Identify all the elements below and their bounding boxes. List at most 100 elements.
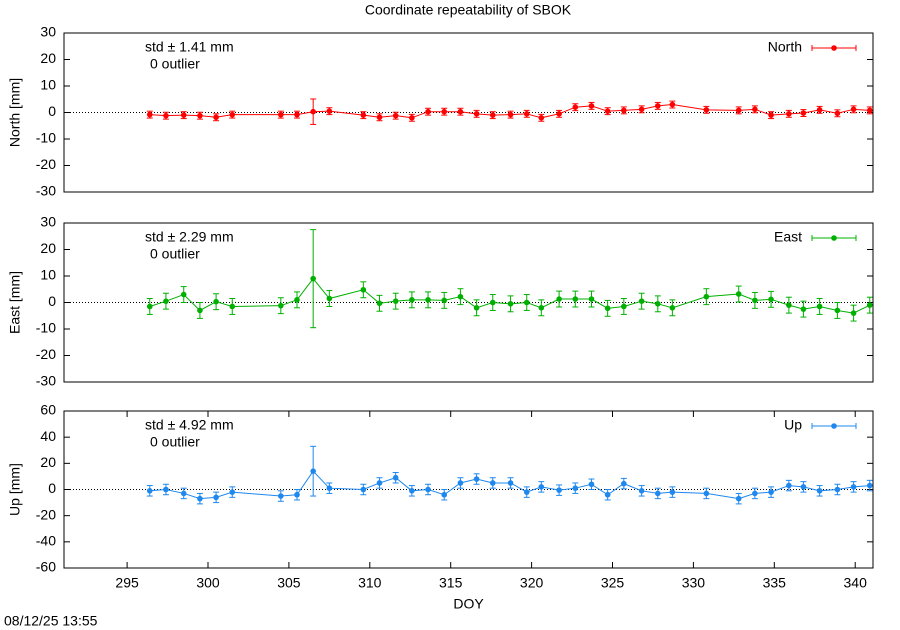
data-point bbox=[538, 115, 545, 121]
data-point bbox=[146, 303, 153, 310]
data-point bbox=[489, 299, 496, 306]
data-point bbox=[360, 112, 367, 118]
data-point bbox=[604, 491, 611, 498]
data-point bbox=[294, 111, 300, 118]
annotation: std ± 2.29 mm bbox=[145, 229, 234, 245]
data-point bbox=[752, 297, 758, 304]
data-point bbox=[507, 111, 514, 118]
data-point bbox=[473, 476, 480, 482]
data-point bbox=[146, 488, 153, 494]
data-point bbox=[669, 101, 676, 108]
data-point bbox=[473, 305, 480, 311]
data-point bbox=[768, 489, 774, 495]
x-tick-label: 340 bbox=[844, 575, 868, 591]
y-axis-label: Up [mm] bbox=[7, 463, 23, 516]
series-line bbox=[149, 104, 870, 119]
data-point bbox=[703, 293, 710, 300]
y-tick-label: 10 bbox=[40, 77, 56, 93]
y-tick-label: -30 bbox=[36, 183, 56, 199]
y-tick-label: 20 bbox=[40, 454, 56, 470]
y-tick-label: 0 bbox=[48, 103, 56, 119]
data-point bbox=[735, 495, 742, 502]
x-tick-label: 335 bbox=[763, 575, 787, 591]
data-point bbox=[213, 298, 219, 305]
data-point bbox=[441, 491, 448, 498]
data-point bbox=[638, 106, 645, 113]
y-tick-label: -10 bbox=[36, 130, 56, 146]
legend-label: North bbox=[768, 39, 802, 55]
data-point bbox=[294, 491, 300, 498]
data-point bbox=[703, 107, 710, 113]
data-point bbox=[278, 493, 284, 499]
data-point bbox=[326, 295, 333, 302]
data-point bbox=[392, 112, 399, 119]
data-point bbox=[638, 488, 645, 494]
data-point bbox=[409, 488, 415, 494]
data-point bbox=[800, 306, 807, 312]
y-tick-label: -60 bbox=[36, 559, 56, 575]
data-point bbox=[146, 111, 153, 118]
data-point bbox=[768, 112, 774, 118]
data-point bbox=[310, 108, 316, 115]
data-point bbox=[457, 480, 464, 486]
data-point bbox=[197, 495, 203, 502]
y-tick-label: -20 bbox=[36, 506, 56, 522]
data-point bbox=[376, 114, 383, 121]
data-point bbox=[441, 297, 448, 304]
data-point bbox=[376, 300, 383, 307]
x-tick-label: 320 bbox=[520, 575, 544, 591]
data-point bbox=[180, 112, 187, 118]
data-point bbox=[229, 489, 236, 495]
data-point bbox=[213, 494, 219, 501]
y-tick-label: -40 bbox=[36, 533, 56, 549]
data-point bbox=[326, 485, 333, 491]
plot-frame bbox=[63, 32, 874, 193]
data-point bbox=[163, 298, 169, 304]
data-point bbox=[523, 299, 530, 306]
data-point bbox=[392, 298, 399, 304]
data-point bbox=[816, 107, 823, 113]
data-point bbox=[425, 297, 431, 303]
y-tick-label: 0 bbox=[48, 480, 56, 496]
data-point bbox=[604, 305, 611, 312]
data-point bbox=[850, 484, 857, 490]
data-point bbox=[834, 486, 841, 493]
x-tick-label: 325 bbox=[601, 575, 625, 591]
data-point bbox=[816, 303, 823, 310]
data-point bbox=[425, 486, 431, 493]
data-point bbox=[278, 302, 284, 309]
x-tick-label: 315 bbox=[439, 575, 463, 591]
y-tick-label: 10 bbox=[40, 267, 56, 283]
data-point bbox=[180, 291, 187, 298]
data-point bbox=[735, 291, 742, 297]
y-tick-label: 30 bbox=[40, 24, 56, 40]
data-point bbox=[409, 297, 415, 303]
data-point bbox=[197, 112, 203, 119]
data-point bbox=[425, 108, 431, 115]
data-point bbox=[572, 104, 579, 110]
data-point bbox=[556, 296, 562, 302]
data-point bbox=[572, 296, 579, 302]
legend-label: East bbox=[774, 229, 802, 245]
y-tick-label: -20 bbox=[36, 346, 56, 362]
data-point bbox=[409, 115, 415, 121]
data-point bbox=[834, 110, 841, 117]
data-point bbox=[850, 310, 857, 316]
y-tick-label: 30 bbox=[40, 214, 56, 230]
annotation: std ± 4.92 mm bbox=[145, 417, 234, 433]
legend-swatch bbox=[831, 423, 837, 429]
data-point bbox=[441, 108, 448, 115]
data-point bbox=[786, 482, 792, 489]
data-point bbox=[800, 110, 807, 116]
data-point bbox=[213, 114, 219, 121]
data-point bbox=[180, 490, 187, 497]
data-point bbox=[816, 488, 823, 494]
data-point bbox=[800, 484, 807, 490]
data-point bbox=[866, 302, 873, 308]
y-axis-label: East [mm] bbox=[7, 271, 23, 334]
data-point bbox=[457, 108, 464, 115]
data-point bbox=[556, 111, 562, 117]
plot-frame bbox=[63, 410, 874, 569]
data-point bbox=[163, 486, 169, 493]
